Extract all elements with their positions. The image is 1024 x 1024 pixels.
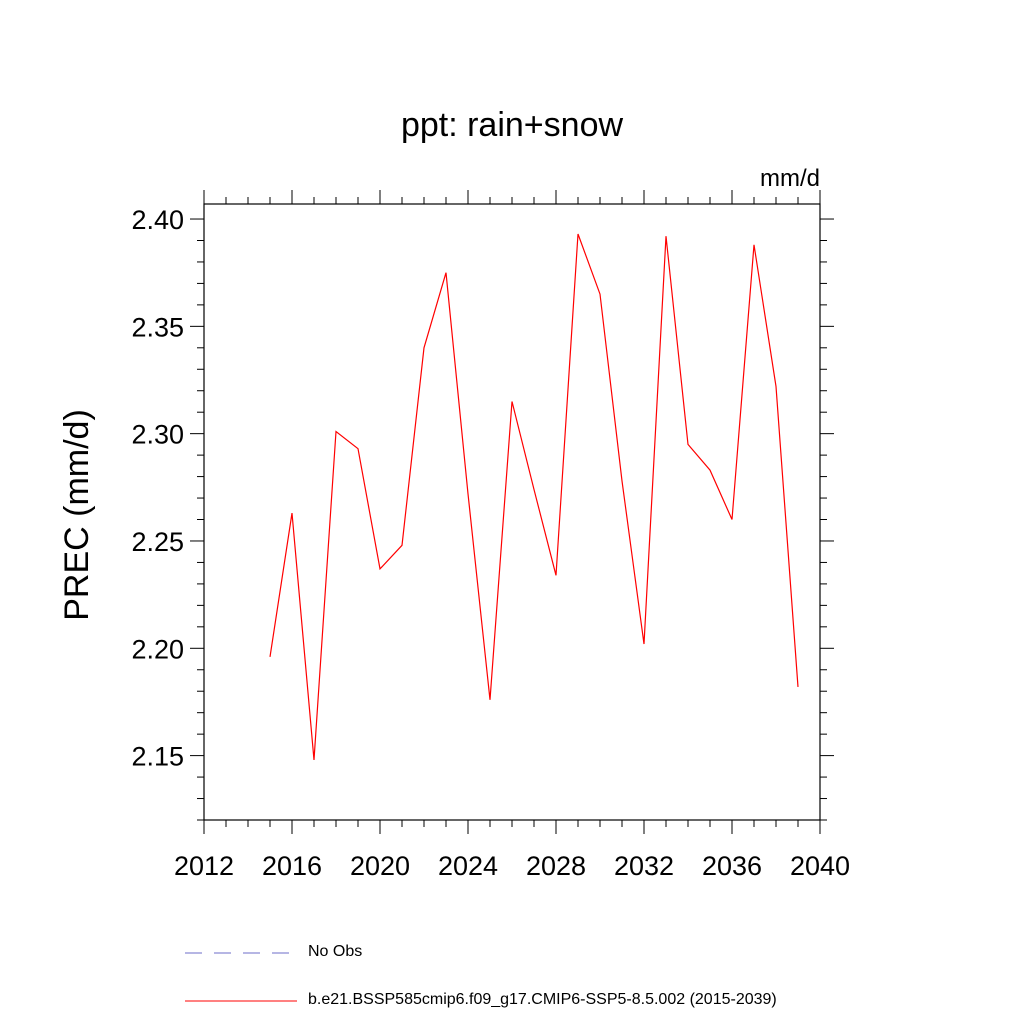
y-tick-label: 2.15 xyxy=(131,742,184,772)
y-axis-label: PREC (mm/d) xyxy=(58,409,96,621)
x-tick-label: 2020 xyxy=(350,851,410,881)
y-tick-label: 2.20 xyxy=(131,634,184,664)
x-tick-label: 2012 xyxy=(174,851,234,881)
y-tick-label: 2.25 xyxy=(131,527,184,557)
x-tick-labels: 2012 2016 2020 2024 2028 2032 2036 2040 xyxy=(174,851,850,881)
units-label: mm/d xyxy=(760,165,820,192)
y-tick-labels: 2.15 2.20 2.25 2.30 2.35 2.40 xyxy=(131,205,184,772)
axis-ticks xyxy=(190,190,834,834)
x-tick-label: 2032 xyxy=(614,851,674,881)
series-line xyxy=(269,233,799,760)
y-tick-label: 2.35 xyxy=(131,312,184,342)
x-tick-label: 2024 xyxy=(438,851,498,881)
x-tick-label: 2036 xyxy=(702,851,762,881)
x-tick-label: 2016 xyxy=(262,851,322,881)
y-tick-label: 2.30 xyxy=(131,420,184,450)
legend-label-no-obs: No Obs xyxy=(308,943,363,960)
x-tick-label: 2040 xyxy=(790,851,850,881)
series-group xyxy=(269,233,799,760)
plot-frame xyxy=(203,203,821,821)
legend-label-model: b.e21.BSSP585cmip6.f09_g17.CMIP6-SSP5-8.… xyxy=(308,991,777,1008)
y-tick-label: 2.40 xyxy=(131,205,184,235)
x-tick-label: 2028 xyxy=(526,851,586,881)
chart-title: ppt: rain+snow xyxy=(401,106,624,144)
